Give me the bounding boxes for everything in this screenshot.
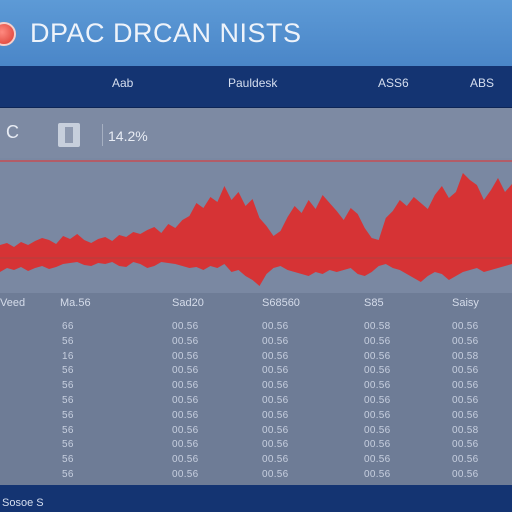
table-cell: 00.56 xyxy=(452,380,479,392)
zoom-level[interactable]: 14.2% xyxy=(108,128,148,144)
table-cell: 00.56 xyxy=(364,469,391,480)
table-cell: 00.56 xyxy=(172,365,199,377)
table-cell: 00.56 xyxy=(364,439,391,451)
table-cell: 56 xyxy=(62,469,74,480)
nav-item-1[interactable]: Aab xyxy=(112,76,134,90)
toolbar-divider xyxy=(102,124,103,146)
table-cell: 00.56 xyxy=(172,439,199,451)
table-cell: 00.56 xyxy=(172,335,199,347)
area-chart xyxy=(0,158,512,293)
table-cell: 00.58 xyxy=(452,424,479,436)
toolbar-label[interactable]: C xyxy=(6,122,19,142)
table-cell: 00.56 xyxy=(452,454,479,466)
nav-item-2[interactable]: Pauldesk xyxy=(228,76,278,90)
table-cell: 00.56 xyxy=(262,424,289,436)
status-text: Sosoe S xyxy=(2,497,44,509)
table-cell: 00.58 xyxy=(364,321,391,332)
table-cell: 00.56 xyxy=(262,335,289,347)
table-cell: 00.56 xyxy=(172,395,199,406)
table-cell: 56 xyxy=(62,395,74,406)
table-cell: 00.56 xyxy=(364,409,391,421)
nav-item-3[interactable]: ASS6 xyxy=(378,76,409,90)
table-cell: 00.56 xyxy=(452,469,479,480)
column-header[interactable]: Sad20 xyxy=(172,297,204,309)
table-cell: 00.56 xyxy=(364,380,391,392)
column-header[interactable]: Ma.56 xyxy=(60,297,91,309)
table-cell: 00.56 xyxy=(262,469,289,480)
chart-panel: C 14.2% xyxy=(0,108,512,293)
table-cell: 00.56 xyxy=(172,350,199,362)
app-logo-icon[interactable] xyxy=(0,22,16,46)
table-cell: 00.56 xyxy=(452,409,479,421)
table-cell: 56 xyxy=(62,454,74,466)
table-cell: 00.56 xyxy=(364,335,391,347)
table-cell: 00.56 xyxy=(452,395,479,406)
column-header[interactable]: Saisy xyxy=(452,297,479,309)
nav-bar: Aab Pauldesk ASS6 ABS xyxy=(0,66,512,108)
table-cell: 00.56 xyxy=(172,321,199,332)
table-cell: 00.56 xyxy=(262,454,289,466)
title-bar: DPAC DRCAN NISTS xyxy=(0,0,512,66)
table-cell: 56 xyxy=(62,380,74,392)
table-cell: 00.56 xyxy=(262,365,289,377)
table-cell: 66 xyxy=(62,321,74,332)
table-cell: 00.56 xyxy=(364,365,391,377)
table-cell: 00.56 xyxy=(364,424,391,436)
chart-toolbar: C 14.2% xyxy=(0,108,512,158)
column-header[interactable]: S68560 xyxy=(262,297,300,309)
table-cell: 00.56 xyxy=(364,350,391,362)
app-title: DPAC DRCAN NISTS xyxy=(30,18,302,48)
table-cell: 56 xyxy=(62,365,74,377)
table-cell: 00.56 xyxy=(172,454,199,466)
data-table: Veed Ma.56 Sad20 S68560 S85 Saisy 66 00.56 00.56… xyxy=(0,293,512,485)
table-cell: 56 xyxy=(62,409,74,421)
status-bar: Sosoe S xyxy=(0,485,512,512)
table-cell: 00.56 xyxy=(172,380,199,392)
table-cell: 00.56 xyxy=(262,395,289,406)
table-cell: 00.56 xyxy=(452,335,479,347)
table-cell: 56 xyxy=(62,335,74,347)
table-cell: 00.56 xyxy=(364,395,391,406)
table-cell: 00.56 xyxy=(172,424,199,436)
table-cell: 56 xyxy=(62,424,74,436)
table-cell: 00.56 xyxy=(452,321,479,332)
table-cell: 16 xyxy=(62,350,74,362)
table-cell: 00.56 xyxy=(172,469,199,480)
table-cell: 00.56 xyxy=(452,365,479,377)
bar-chart-icon[interactable] xyxy=(58,123,80,147)
table-cell: 00.56 xyxy=(262,439,289,451)
column-header[interactable]: S85 xyxy=(364,297,384,309)
table-cell: 00.56 xyxy=(452,439,479,451)
table-cell: 00.56 xyxy=(262,321,289,332)
table-cell: 00.56 xyxy=(172,409,199,421)
table-cell: 00.56 xyxy=(364,454,391,466)
table-cell: 00.56 xyxy=(262,409,289,421)
table-cell: 00.58 xyxy=(452,350,479,362)
table-cell: 00.56 xyxy=(262,350,289,362)
column-header[interactable]: Veed xyxy=(0,297,26,309)
nav-item-4[interactable]: ABS xyxy=(470,76,495,90)
table-cell: 56 xyxy=(62,439,74,451)
table-cell: 00.56 xyxy=(262,380,289,392)
